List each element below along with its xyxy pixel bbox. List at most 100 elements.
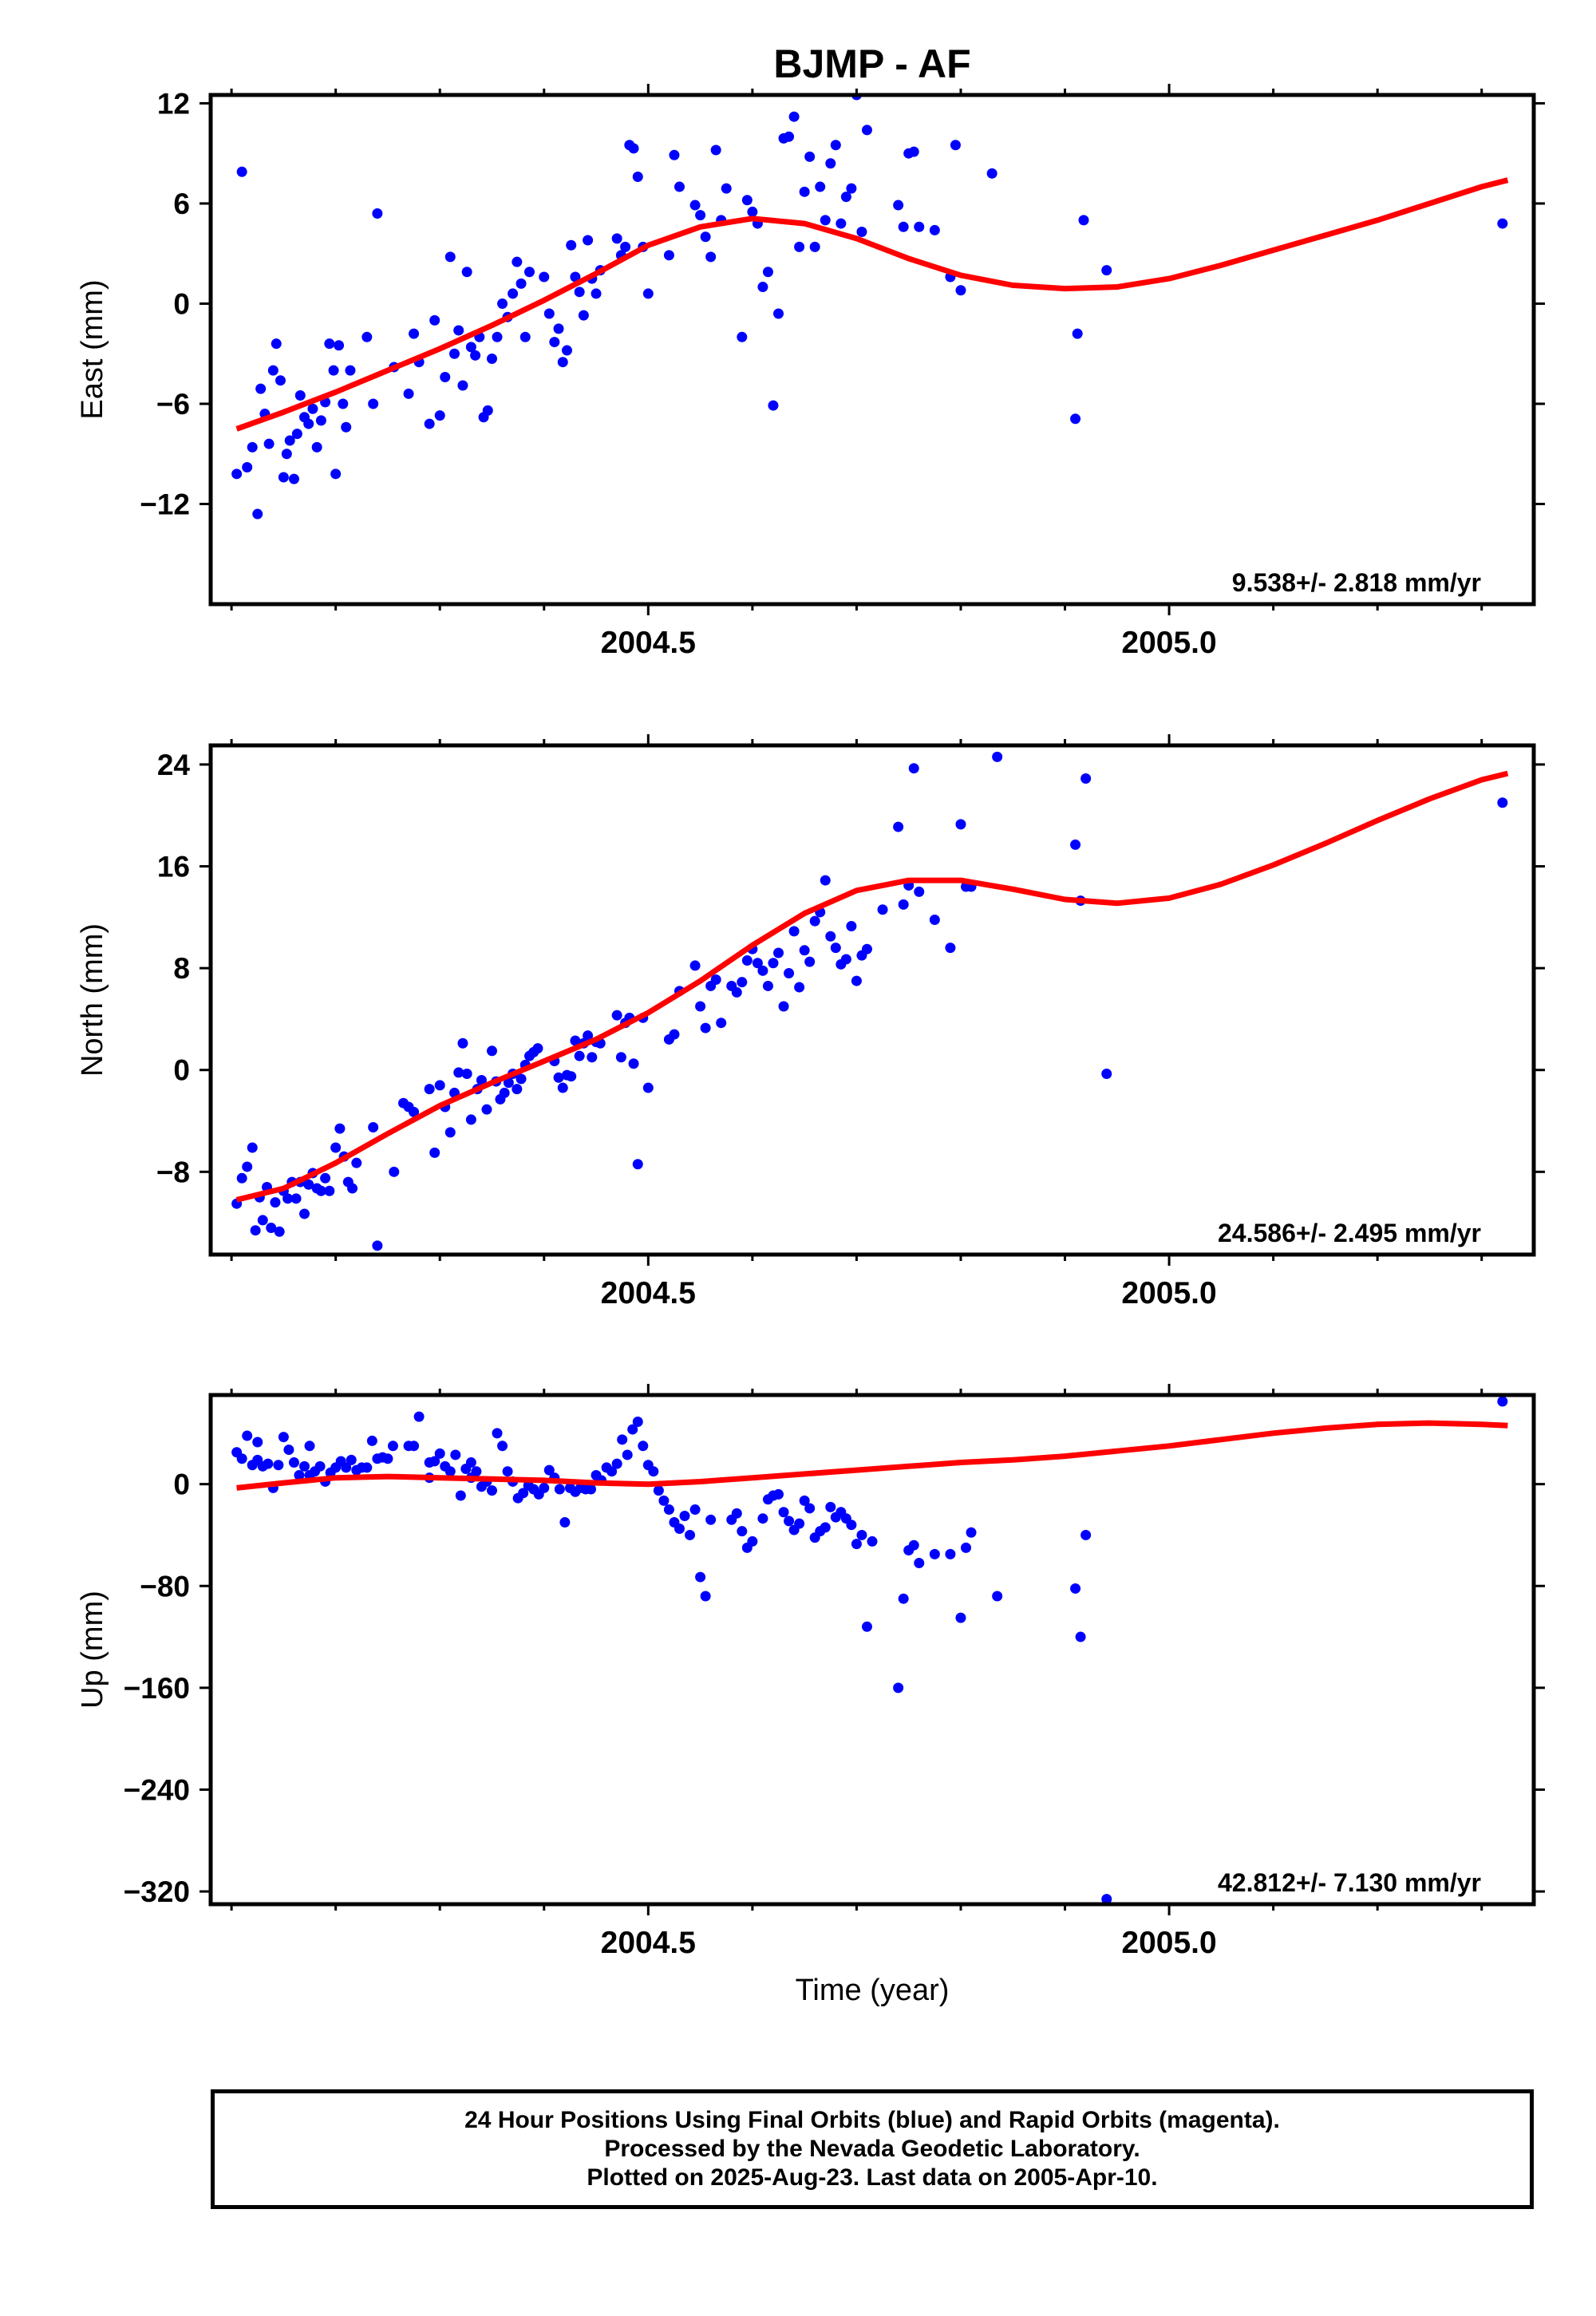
data-point [324,1185,335,1196]
data-point [549,337,560,348]
fit-curve [235,177,1509,432]
data-point [424,1084,435,1095]
data-point [622,1449,633,1460]
data-point [929,1548,940,1559]
data-point [288,473,299,484]
data-point [788,926,800,937]
data-point [278,472,289,483]
footer-line-processed: Processed by the Nevada Geodetic Laborat… [604,2136,1140,2162]
data-point [955,285,966,296]
data-point [856,227,867,238]
chart-title: BJMP - AF [773,41,970,86]
data-point [1080,773,1092,784]
data-point [836,218,847,229]
data-point [615,1052,626,1063]
data-point [303,418,314,429]
data-point [587,1052,598,1063]
data-point [492,1428,503,1439]
data-point [877,904,888,915]
data-point [486,1485,497,1496]
data-point [273,1460,284,1471]
data-point [461,267,472,278]
data-points [231,1396,1508,1904]
data-point [966,1527,977,1538]
data-point [409,1106,420,1117]
data-point [955,819,966,830]
data-point [778,1001,789,1012]
data-point [700,1022,711,1034]
data-point [705,251,717,263]
data-point [804,956,816,967]
data-point [642,288,654,299]
data-point [372,208,383,219]
data-point [710,974,721,985]
data-point [721,183,732,194]
data-point [516,1073,527,1085]
data-point [465,1114,476,1125]
x-tick-label: 2004.5 [601,1276,696,1310]
data-point [231,468,243,480]
data-point [788,111,800,122]
data-point [737,331,748,342]
fit-curve [235,770,1509,1203]
data-point [574,287,585,298]
data-points [231,751,1508,1251]
data-point [653,1485,664,1496]
data-point [710,144,721,156]
data-point [275,375,286,386]
data-point [532,1043,543,1054]
data-point [632,171,643,182]
data-point [304,1441,315,1452]
data-point [611,233,622,244]
footer-line-plotted: Plotted on 2025-Aug-23. Last data on 200… [587,2164,1158,2191]
data-point [737,1526,748,1537]
x-tick-label: 2005.0 [1121,1926,1216,1960]
y-tick-label: 0 [173,1054,190,1087]
data-point [557,1082,568,1093]
data-point [434,1448,445,1459]
data-point [298,1208,310,1219]
data-point [914,1558,925,1569]
data-point [731,986,742,998]
data-point [387,1441,398,1452]
data-point [553,1072,564,1083]
data-point [294,390,306,401]
data-point [557,357,568,368]
data-point [898,1593,909,1604]
data-point [566,1071,577,1082]
data-point [281,449,292,460]
data-point [270,1197,281,1208]
data-point [278,1432,289,1443]
data-point [1080,1529,1092,1540]
data-point [444,1127,456,1138]
data-point [252,1437,263,1448]
data-point [929,224,940,235]
data-point [768,400,779,411]
data-point [815,181,826,192]
data-point [444,251,456,263]
data-point [757,965,768,976]
data-point [361,331,373,342]
data-point [799,186,810,197]
data-point [519,331,531,342]
y-axis-label: East (mm) [76,279,109,419]
data-point [674,181,685,192]
data-point [247,441,258,453]
data-point [346,1454,357,1465]
data-point [955,1612,966,1623]
data-point [320,1172,331,1184]
data-point [341,421,352,433]
data-point [799,1495,810,1506]
data-point [893,1682,904,1694]
data-point [945,1548,956,1559]
data-point [830,943,841,954]
data-point [294,1469,305,1480]
y-tick-label: −8 [156,1156,190,1188]
data-point [689,1504,701,1516]
data-point [291,429,302,440]
fit-curve [236,1420,1508,1491]
data-point [914,886,925,897]
plot-frame [208,743,1536,1257]
data-point [840,954,851,965]
data-point [382,1453,393,1464]
